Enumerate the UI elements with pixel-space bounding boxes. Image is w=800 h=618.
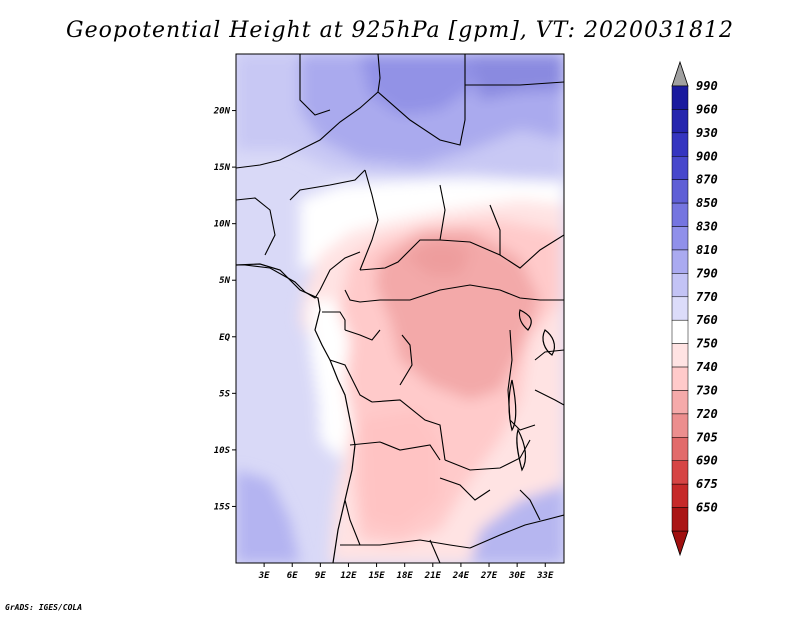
- field-core-730: [375, 230, 540, 400]
- lon-tick-label: 30E: [508, 571, 526, 581]
- field-sahara-850: [470, 54, 564, 100]
- colorbar-swatch: [671, 460, 689, 485]
- colorbar-label: 675: [696, 477, 718, 491]
- lat-tick-label: 10N: [214, 220, 231, 230]
- colorbar-label: 690: [696, 454, 718, 468]
- colorbar-swatch: [671, 296, 689, 321]
- map-frame: [235, 53, 565, 564]
- field-core-720: [405, 240, 470, 275]
- colorbar-label: 705: [696, 430, 718, 444]
- lat-tick-label: 20N: [213, 107, 231, 117]
- colorbar-label: 850: [696, 196, 718, 210]
- colorbar-label: 900: [696, 149, 718, 163]
- colorbar-swatch: [671, 249, 689, 274]
- colorbar-swatch: [671, 390, 689, 415]
- colorbar-label: 790: [696, 266, 718, 280]
- colorbar-swatch: [671, 319, 689, 344]
- colorbar-label: 650: [696, 501, 718, 515]
- colorbar-swatch: [671, 343, 689, 368]
- lon-tick-label: 27E: [480, 571, 498, 581]
- colorbar-swatch: [671, 179, 689, 204]
- colorbar-swatch: [671, 85, 689, 110]
- lon-tick-label: 3E: [258, 571, 270, 581]
- longitude-axis: 3E 6E 9E 12E 15E 18E 21E 24E 27E 30E 33E: [258, 563, 554, 581]
- colorbar-swatch: [671, 156, 689, 180]
- lon-tick-label: 33E: [536, 571, 554, 581]
- lat-tick-label: 15S: [214, 502, 231, 512]
- colorbar-label: 830: [696, 220, 718, 234]
- colorbar-label: 770: [696, 290, 718, 304]
- colorbar-label: 870: [696, 173, 718, 187]
- colorbar-swatch: [671, 273, 689, 298]
- great-lakes: [508, 309, 556, 472]
- country-borders: [236, 54, 564, 563]
- lon-tick-label: 21E: [424, 571, 442, 581]
- colorbar-swatch: [671, 413, 689, 438]
- colorbar-label: 760: [696, 313, 718, 327]
- colorbar-bottom-arrow: [671, 530, 689, 557]
- colorbar-swatch: [671, 202, 689, 227]
- field-atlantic-south: [236, 470, 300, 563]
- map-panel[interactable]: [230, 54, 564, 563]
- colorbar-label: 740: [696, 360, 718, 374]
- field-sahara-830: [360, 54, 475, 115]
- colorbar-label: 750: [696, 337, 718, 351]
- colorbar-top-arrow: [671, 60, 689, 87]
- colorbar-swatch: [671, 132, 689, 157]
- colorbar-label: 810: [696, 243, 718, 257]
- colorbar-swatch: [671, 483, 689, 508]
- colorbar-label: 990: [696, 79, 718, 93]
- field-mozambique: [470, 485, 564, 563]
- colorbar-swatch: [671, 109, 689, 134]
- lat-tick-label: 5S: [219, 389, 230, 399]
- lon-tick-label: 12E: [340, 571, 357, 581]
- colorbar-swatch: [671, 366, 689, 391]
- lon-tick-label: 18E: [397, 571, 414, 581]
- colorbar-legend: 990 960 930 900 870 850 830 810 790 770 760 750 740 7…: [671, 60, 718, 557]
- coastline: [236, 263, 356, 563]
- field-white-band: [300, 178, 564, 270]
- colorbar-swatch: [671, 437, 689, 461]
- lat-tick-label: EQ: [219, 333, 230, 343]
- lon-tick-label: 9E: [315, 571, 326, 581]
- lon-tick-label: 24E: [452, 571, 470, 581]
- colorbar-label: 930: [696, 126, 718, 140]
- latitude-axis: 20N 15N 10N 5N EQ 5S 10S 15S: [213, 107, 236, 512]
- lat-tick-label: 10S: [214, 446, 231, 456]
- field-angola: [360, 410, 440, 530]
- colorbar-swatch: [671, 226, 689, 251]
- colorbar-label: 730: [696, 383, 718, 397]
- chart-title: Geopotential Height at 925hPa [gpm], VT:…: [66, 18, 734, 43]
- colorbar-label: 960: [696, 102, 718, 116]
- colorbar-label: 720: [696, 407, 718, 421]
- colorbar-swatch: [671, 507, 689, 532]
- lat-tick-label: 15N: [214, 163, 231, 173]
- lon-tick-label: 6E: [287, 571, 298, 581]
- lon-tick-label: 15E: [368, 571, 385, 581]
- lat-tick-label: 5N: [219, 276, 230, 286]
- grads-credit: GrADS: IGES/COLA: [5, 603, 83, 612]
